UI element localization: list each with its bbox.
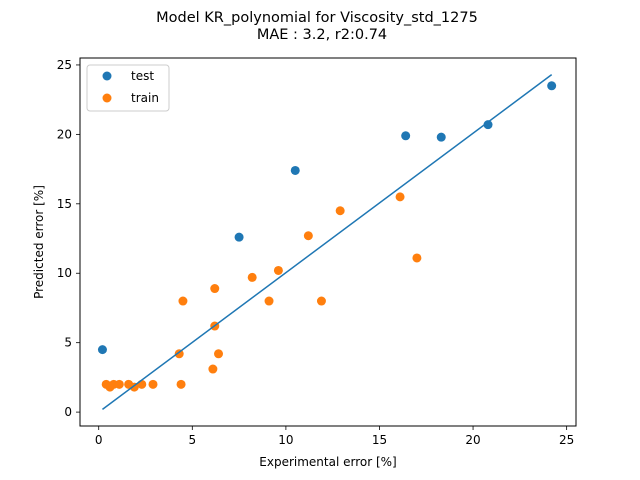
- x-tick-label: 25: [559, 433, 574, 447]
- point-train-14: [214, 349, 224, 359]
- point-train-16: [264, 296, 274, 306]
- point-train-3: [114, 379, 124, 389]
- y-tick-label: 10: [57, 266, 72, 280]
- point-train-9: [176, 379, 186, 389]
- point-train-12: [210, 284, 220, 294]
- y-tick-label: 25: [57, 58, 72, 72]
- point-train-15: [247, 272, 257, 282]
- y-tick-label: 5: [64, 336, 72, 350]
- point-test-6: [547, 81, 557, 91]
- legend-marker-train: [102, 93, 112, 103]
- legend-marker-test: [102, 71, 112, 81]
- point-train-8: [174, 349, 184, 359]
- point-train-10: [178, 296, 188, 306]
- y-axis: 0 5 10 15 20 25: [57, 58, 80, 419]
- point-test-2: [290, 165, 300, 175]
- x-tick-label: 5: [188, 433, 196, 447]
- y-axis-label: Predicted error [%]: [32, 185, 46, 299]
- point-train-19: [316, 296, 326, 306]
- point-train-20: [335, 206, 345, 216]
- legend: test train: [86, 64, 170, 112]
- y-tick-label: 15: [57, 197, 72, 211]
- y-tick-label: 20: [57, 127, 72, 141]
- point-train-6: [137, 379, 147, 389]
- point-train-21: [395, 192, 405, 202]
- x-tick-label: 20: [465, 433, 480, 447]
- point-train-7: [148, 379, 158, 389]
- y-tick-label: 0: [64, 405, 72, 419]
- fit-line: [102, 74, 553, 410]
- x-tick-label: 15: [372, 433, 387, 447]
- point-train-22: [412, 253, 422, 263]
- legend-label-test: test: [131, 69, 154, 83]
- point-test-0: [97, 345, 107, 355]
- axes-frame: [79, 57, 577, 427]
- point-train-11: [208, 364, 218, 374]
- chart-subtitle: MAE : 3.2, r2:0.74: [257, 27, 387, 43]
- point-test-5: [483, 120, 493, 130]
- x-tick-label: 0: [95, 433, 103, 447]
- x-axis-label: Experimental error [%]: [259, 455, 396, 469]
- point-train-17: [273, 265, 283, 275]
- x-tick-label: 10: [278, 433, 293, 447]
- point-test-3: [401, 131, 411, 141]
- chart-title: Model KR_polynomial for Viscosity_std_12…: [156, 10, 478, 26]
- point-train-18: [303, 231, 313, 241]
- point-test-4: [436, 132, 446, 142]
- x-axis: 0 5 10 15 20 25: [95, 426, 574, 447]
- point-test-1: [234, 232, 244, 242]
- plot-area: [97, 74, 557, 410]
- legend-label-train: train: [131, 91, 159, 105]
